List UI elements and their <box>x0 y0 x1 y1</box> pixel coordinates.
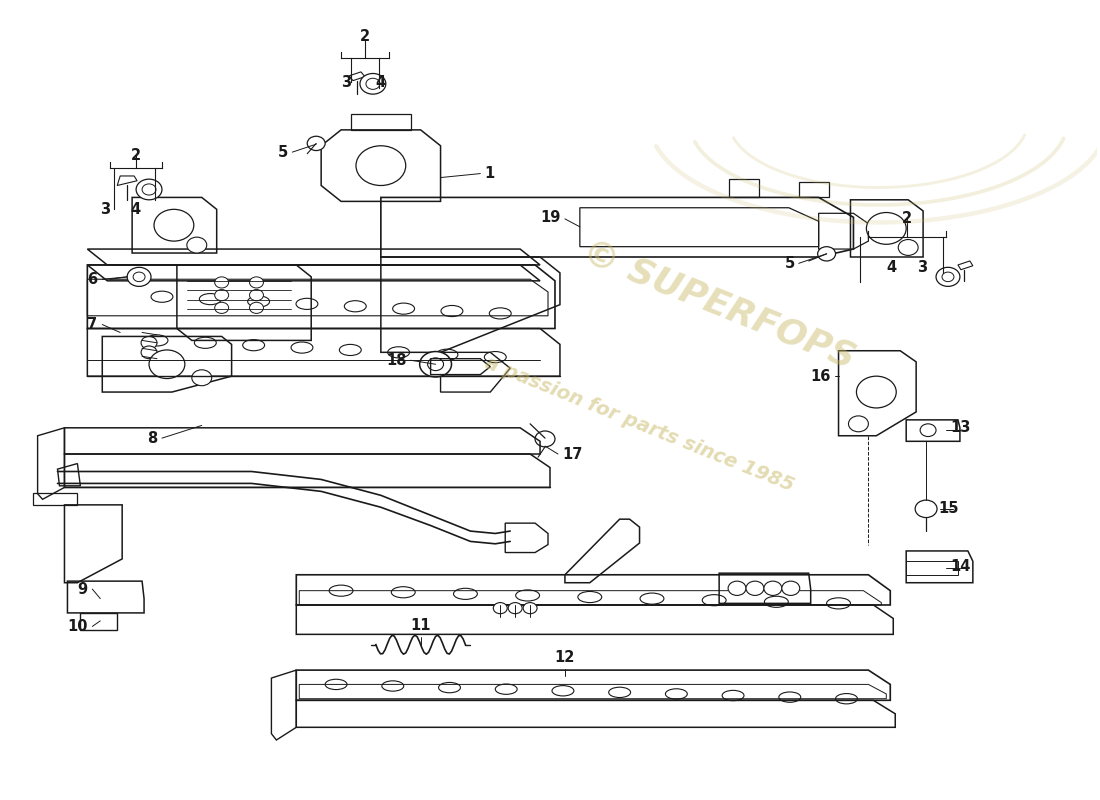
Circle shape <box>250 277 264 288</box>
Circle shape <box>915 500 937 518</box>
Circle shape <box>154 210 194 241</box>
Circle shape <box>728 581 746 595</box>
Circle shape <box>848 416 868 432</box>
Circle shape <box>508 602 522 614</box>
Text: 16: 16 <box>811 369 830 384</box>
Circle shape <box>420 351 451 377</box>
Circle shape <box>817 246 836 261</box>
Text: 4: 4 <box>375 74 385 90</box>
Circle shape <box>142 184 156 195</box>
Circle shape <box>250 302 264 314</box>
Text: 17: 17 <box>562 446 582 462</box>
Text: 7: 7 <box>87 317 97 332</box>
Circle shape <box>356 146 406 186</box>
Text: 19: 19 <box>540 210 561 225</box>
Circle shape <box>250 290 264 301</box>
Text: 2: 2 <box>902 211 912 226</box>
Circle shape <box>867 213 906 244</box>
Text: 12: 12 <box>554 650 575 665</box>
Circle shape <box>148 350 185 378</box>
Circle shape <box>141 346 157 358</box>
Circle shape <box>857 376 896 408</box>
Text: 10: 10 <box>67 619 87 634</box>
Circle shape <box>920 424 936 437</box>
Text: 5: 5 <box>278 145 288 160</box>
Circle shape <box>187 237 207 253</box>
Text: 14: 14 <box>950 559 970 574</box>
Circle shape <box>128 267 151 286</box>
Text: 13: 13 <box>950 420 970 435</box>
Circle shape <box>746 581 763 595</box>
Text: © SUPERFOPS: © SUPERFOPS <box>578 234 860 375</box>
Circle shape <box>493 602 507 614</box>
Text: 4: 4 <box>130 202 141 217</box>
Circle shape <box>191 370 211 386</box>
Text: 18: 18 <box>386 353 407 368</box>
Circle shape <box>428 358 443 370</box>
Circle shape <box>136 179 162 200</box>
Circle shape <box>307 136 326 150</box>
Text: 3: 3 <box>341 74 351 90</box>
Text: 3: 3 <box>917 260 927 275</box>
Circle shape <box>366 78 379 90</box>
Text: 6: 6 <box>87 272 97 286</box>
Text: 3: 3 <box>100 202 110 217</box>
Circle shape <box>524 602 537 614</box>
Text: 8: 8 <box>146 430 157 446</box>
Text: 2: 2 <box>360 29 370 44</box>
Text: 1: 1 <box>484 166 495 181</box>
Circle shape <box>936 267 960 286</box>
Text: 9: 9 <box>77 582 87 597</box>
Circle shape <box>535 431 556 447</box>
Text: 11: 11 <box>410 618 431 633</box>
Text: 5: 5 <box>784 256 795 271</box>
Circle shape <box>942 272 954 282</box>
Text: a passion for parts since 1985: a passion for parts since 1985 <box>482 353 796 494</box>
Text: 4: 4 <box>887 260 896 275</box>
Circle shape <box>360 74 386 94</box>
Circle shape <box>133 272 145 282</box>
Text: 2: 2 <box>131 148 141 163</box>
Circle shape <box>214 277 229 288</box>
Circle shape <box>782 581 800 595</box>
Circle shape <box>214 302 229 314</box>
Circle shape <box>899 239 918 255</box>
Circle shape <box>763 581 782 595</box>
Text: 15: 15 <box>938 502 958 516</box>
Circle shape <box>141 337 157 349</box>
Circle shape <box>214 290 229 301</box>
